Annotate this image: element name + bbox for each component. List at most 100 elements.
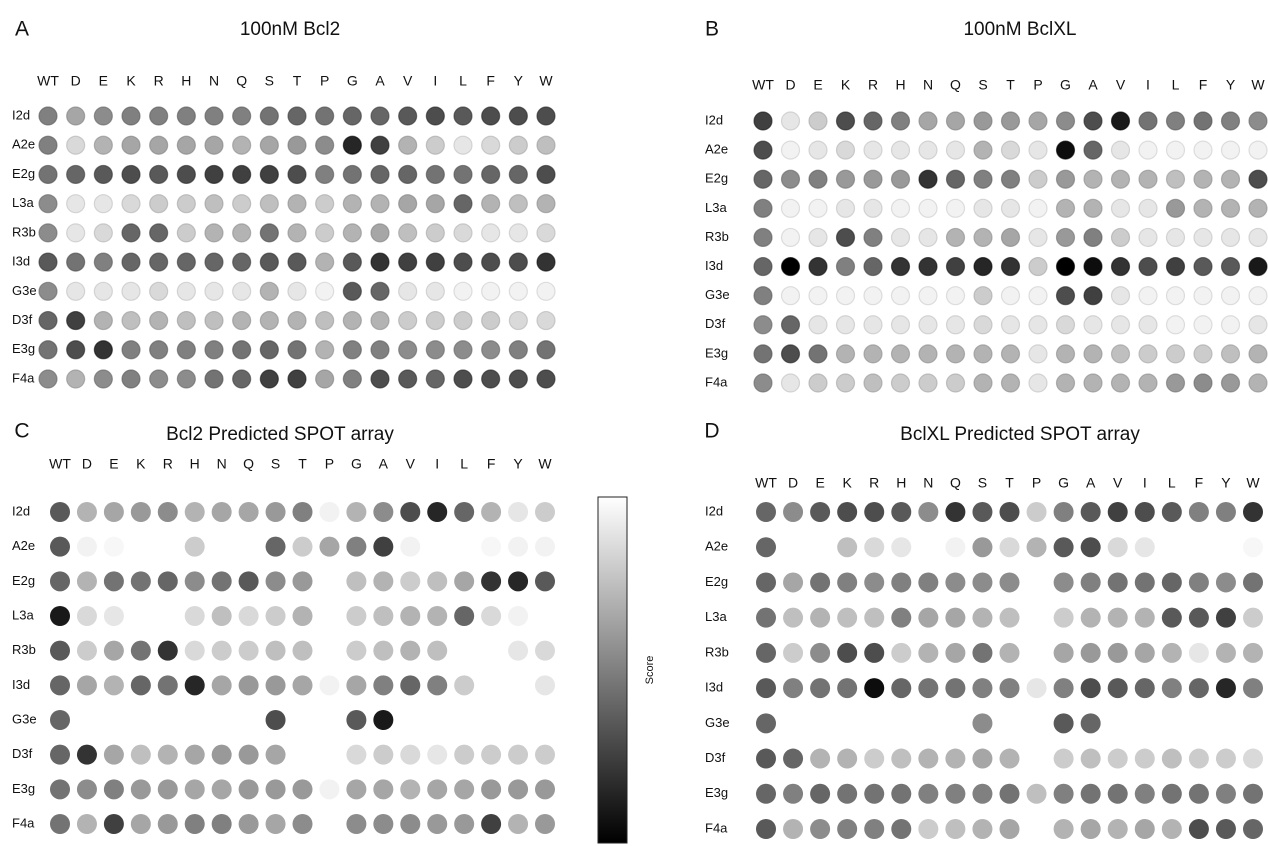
spot [481, 675, 501, 695]
spot [373, 745, 393, 765]
spot [756, 643, 776, 663]
spot [754, 345, 772, 363]
spot [1081, 749, 1101, 769]
spot [918, 537, 938, 557]
column-label: E [813, 77, 822, 93]
spot [454, 224, 472, 242]
spot [1135, 749, 1155, 769]
spot [1167, 141, 1185, 159]
spot [509, 341, 527, 359]
spot [1081, 678, 1101, 698]
spot [1057, 258, 1075, 276]
spot [343, 253, 361, 271]
spot [177, 195, 195, 213]
column-label: S [271, 456, 280, 472]
spot [482, 165, 500, 183]
spot [1222, 258, 1240, 276]
spot [239, 779, 259, 799]
spot [288, 107, 306, 125]
spot [1108, 784, 1128, 804]
spot [185, 571, 205, 591]
spot [1027, 678, 1047, 698]
spot [50, 779, 70, 799]
spot [947, 228, 965, 246]
spot [427, 606, 447, 626]
spot [288, 312, 306, 330]
spot [1189, 643, 1209, 663]
spot [205, 282, 223, 300]
spot [919, 199, 937, 217]
spot [837, 199, 855, 217]
spot [316, 253, 334, 271]
spot [537, 312, 555, 330]
spot [481, 537, 501, 557]
spot [77, 641, 97, 661]
spot [1027, 572, 1047, 592]
spot [346, 745, 366, 765]
spot [266, 814, 286, 834]
spot [346, 571, 366, 591]
spot [316, 107, 334, 125]
spot [1216, 749, 1236, 769]
spot [891, 819, 911, 839]
spot [837, 228, 855, 246]
spot [400, 571, 420, 591]
column-label: V [406, 456, 416, 472]
column-label: K [842, 475, 852, 491]
spot [122, 370, 140, 388]
spot [810, 502, 830, 522]
spot [783, 502, 803, 522]
spot [919, 170, 937, 188]
spot [1029, 316, 1047, 334]
spot [1112, 374, 1130, 392]
spot [482, 341, 500, 359]
spot [266, 537, 286, 557]
row-label: E3g [705, 785, 728, 800]
spot [319, 779, 339, 799]
spot [1084, 141, 1102, 159]
spot [754, 199, 772, 217]
spot [104, 502, 124, 522]
spot [1162, 678, 1182, 698]
row-label: E3g [705, 345, 728, 360]
column-label: L [1172, 77, 1180, 93]
spot [454, 675, 474, 695]
spot [1194, 199, 1212, 217]
spot [1057, 374, 1075, 392]
spot [288, 224, 306, 242]
spot [1167, 112, 1185, 130]
spot [1054, 502, 1074, 522]
spot [1057, 170, 1075, 188]
spot [1029, 228, 1047, 246]
spot [1027, 608, 1047, 628]
spot [104, 745, 124, 765]
spot [892, 170, 910, 188]
spot [837, 112, 855, 130]
column-label: WT [752, 77, 774, 93]
row-label: I2d [705, 503, 723, 518]
spot [399, 195, 417, 213]
spot [947, 258, 965, 276]
spot [508, 502, 528, 522]
spot [918, 749, 938, 769]
spot [1084, 228, 1102, 246]
spot [185, 537, 205, 557]
column-label: N [209, 73, 219, 89]
spot [316, 282, 334, 300]
spot [131, 606, 151, 626]
spot [158, 675, 178, 695]
spot [508, 537, 528, 557]
spot [1084, 199, 1102, 217]
spot [508, 814, 528, 834]
spot [1027, 537, 1047, 557]
column-label: F [486, 73, 495, 89]
spot [212, 571, 232, 591]
spot [454, 253, 472, 271]
spot [482, 312, 500, 330]
spot [782, 141, 800, 159]
spot [918, 678, 938, 698]
column-label: Q [243, 456, 254, 472]
spot [972, 572, 992, 592]
row-label: E3g [12, 781, 35, 796]
row-label: A2e [12, 137, 35, 152]
